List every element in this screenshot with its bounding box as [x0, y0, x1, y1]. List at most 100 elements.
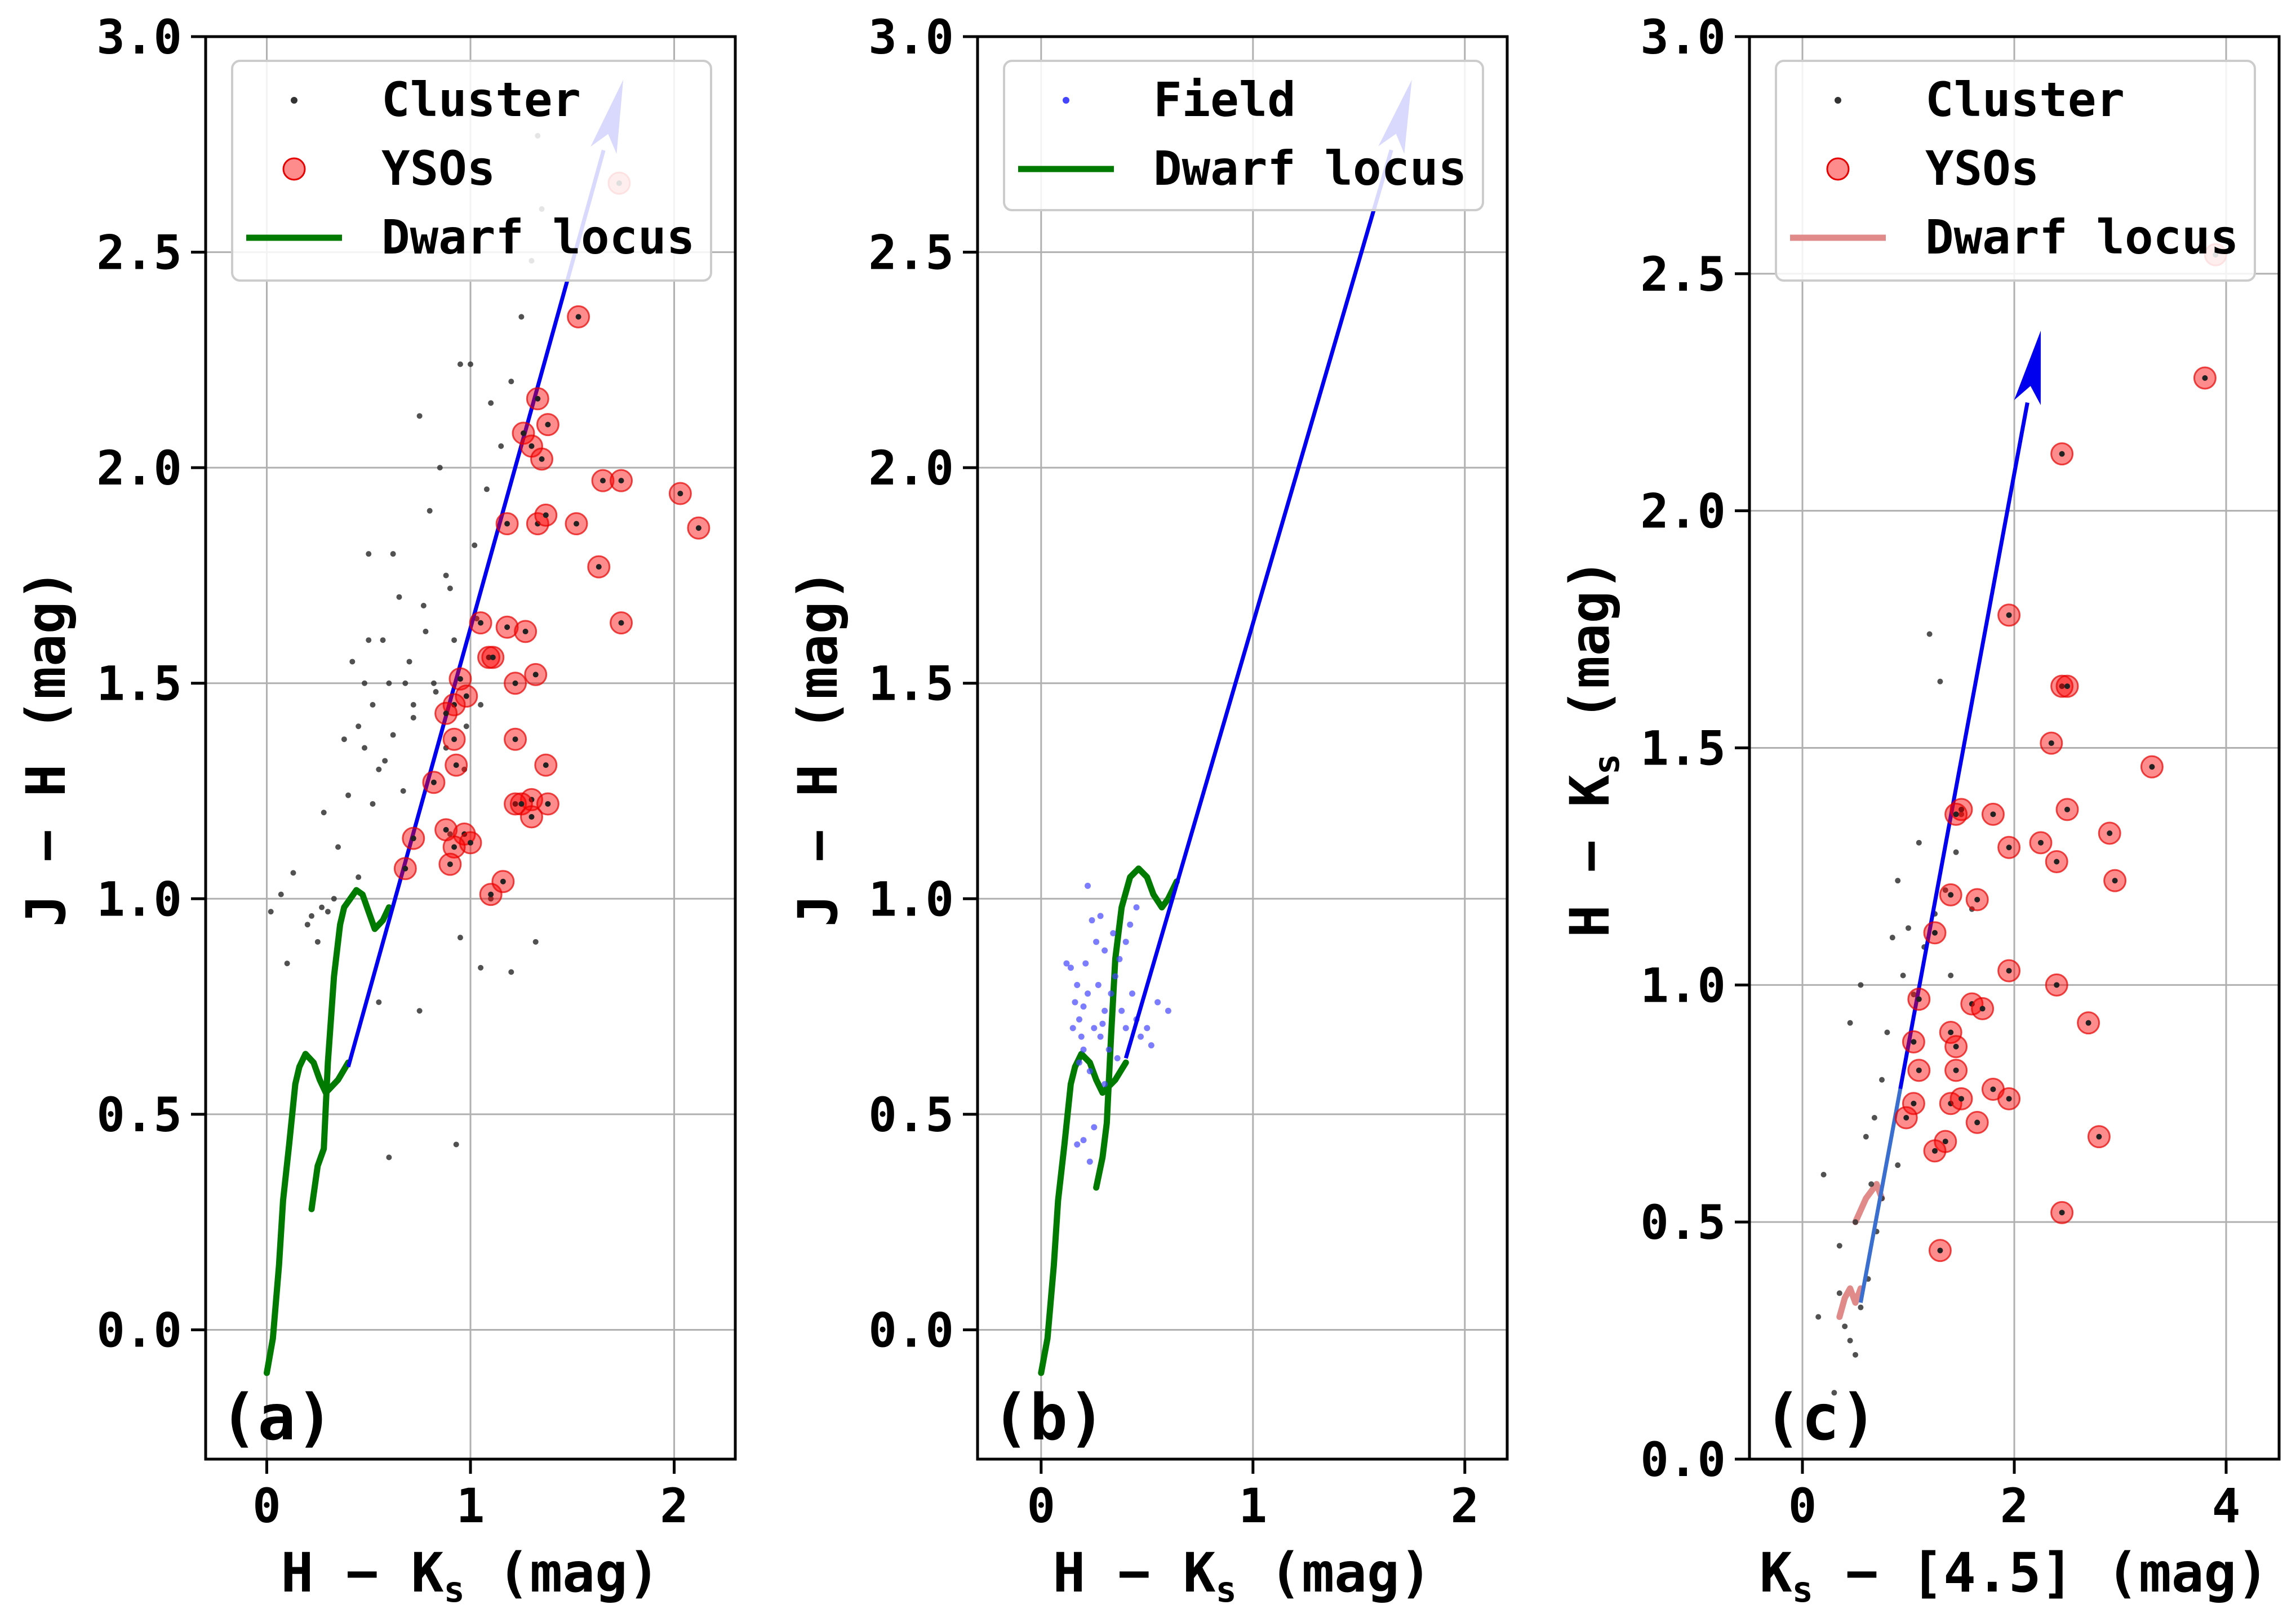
cluster-point	[356, 874, 362, 881]
cluster-point	[508, 379, 514, 385]
cluster-point	[1889, 935, 1895, 941]
cluster-point	[1937, 678, 1943, 684]
cluster-point	[1831, 1390, 1837, 1396]
yso-core-dot	[1932, 930, 1938, 936]
yso-core-dot	[2038, 839, 2044, 846]
field-point	[1072, 999, 1078, 1006]
yso-core-dot	[457, 676, 463, 682]
cluster-point	[468, 361, 473, 367]
field-point	[1122, 1025, 1129, 1032]
panel-c: 0 2 4 0.0 0.5 1.0 1.5 2.0 2.5 3.0 Ks − [4.5] (mag)…	[1558, 10, 2281, 1610]
cluster-point	[1895, 878, 1901, 884]
cluster-point	[1959, 811, 1964, 817]
x-axis-label: H − Ks (mag)	[1052, 1541, 1432, 1610]
legend-box	[1003, 60, 1484, 211]
y-tick-label: 2.0	[96, 441, 182, 496]
cluster-point	[437, 465, 443, 471]
x-tick-label: 0	[1027, 1478, 1056, 1533]
yso-core-dot	[2006, 968, 2012, 974]
yso-core-dot	[2202, 375, 2208, 381]
legend-label: Dwarf locus	[381, 210, 695, 265]
reddening-vector-lower	[1858, 1088, 1903, 1303]
field-point	[1097, 913, 1104, 919]
yso-core-dot	[488, 891, 494, 897]
yso-core-dot	[1911, 1039, 1917, 1045]
yso-core-dot	[1932, 1148, 1938, 1154]
legend-label: Field	[1153, 72, 1296, 127]
cluster-point	[400, 788, 406, 794]
x-tick-label: 1	[1239, 1478, 1268, 1533]
cluster-point	[1900, 972, 1906, 979]
reddening-vector	[1123, 149, 1393, 1059]
field-point	[1102, 1081, 1108, 1087]
cluster-point	[370, 701, 376, 708]
y-tick-label: 1.5	[1640, 721, 1726, 776]
field-point	[1074, 981, 1081, 988]
cluster-point	[420, 603, 427, 608]
legend-marker-dot	[1063, 97, 1069, 104]
cluster-point	[1906, 925, 1911, 931]
x-tick-label: 2	[2000, 1478, 2029, 1533]
field-point	[1078, 1033, 1085, 1040]
cluster-point	[472, 542, 478, 548]
cluster-point	[410, 714, 416, 721]
cluster-point	[463, 723, 469, 730]
cluster-point	[532, 939, 539, 945]
y-tick-label: 3.0	[868, 10, 954, 65]
cluster-point	[396, 594, 402, 600]
cluster-point	[427, 508, 433, 514]
field-point	[1144, 1025, 1151, 1032]
cluster-point	[356, 723, 362, 730]
cluster-point	[457, 361, 463, 367]
field-point	[1112, 973, 1118, 980]
yso-core-dot	[521, 430, 526, 436]
cluster-point	[278, 891, 284, 897]
yso-core-dot	[1903, 1115, 1909, 1121]
legend-marker-circle	[282, 157, 306, 181]
field-point	[1165, 1007, 1171, 1014]
cluster-point	[457, 935, 463, 941]
y-tick-label: 1.5	[96, 656, 182, 712]
field-point	[1086, 1068, 1093, 1074]
y-tick-label: 0.5	[868, 1087, 954, 1143]
yso-core-dot	[2085, 1020, 2091, 1026]
yso-core-dot	[410, 835, 416, 842]
field-point	[1110, 930, 1117, 937]
field-point	[1116, 955, 1123, 962]
cluster-point	[366, 637, 372, 643]
cluster-point	[1847, 1020, 1853, 1026]
field-point	[1091, 1025, 1098, 1032]
yso-core-dot	[486, 654, 492, 660]
yso-core-dot	[2064, 806, 2070, 812]
y-tick-label: 0.0	[96, 1303, 182, 1358]
cluster-point	[1926, 631, 1933, 637]
cluster-point	[488, 400, 494, 406]
cluster-point	[1858, 1304, 1864, 1310]
reddening-vector	[346, 149, 606, 1068]
yso-core-dot	[504, 521, 510, 527]
cluster-point	[1820, 1172, 1827, 1177]
field-point	[1114, 1055, 1121, 1061]
yso-core-dot	[2112, 878, 2118, 884]
field-point	[1154, 999, 1161, 1006]
yso-core-dot	[618, 478, 624, 484]
cluster-point	[349, 659, 356, 665]
legend-label: YSOs	[1925, 141, 2039, 196]
yso-core-dot	[453, 762, 459, 768]
locus-line	[1038, 1051, 1129, 1376]
field-point	[1127, 921, 1134, 928]
x-axis-label: Ks − [4.5] (mag)	[1760, 1541, 2269, 1610]
yso-core-dot	[2059, 683, 2065, 690]
panel-label: (c)	[1764, 1381, 1877, 1455]
field-point	[1086, 1158, 1093, 1165]
legend-label: YSOs	[381, 141, 495, 196]
cluster-point	[1953, 849, 1959, 855]
yso-core-dot	[490, 654, 496, 660]
cluster-point	[1842, 1323, 1848, 1330]
cluster-point	[447, 585, 453, 592]
panel-a: 0 1 2 0.0 0.5 1.0 1.5 2.0 2.5 3.0 H − Ks (mag) J − …	[15, 10, 737, 1610]
field-point	[1122, 939, 1129, 945]
cluster-point	[483, 486, 490, 492]
panel-label: (a)	[220, 1381, 334, 1455]
y-tick-label: 0.0	[1640, 1432, 1726, 1487]
